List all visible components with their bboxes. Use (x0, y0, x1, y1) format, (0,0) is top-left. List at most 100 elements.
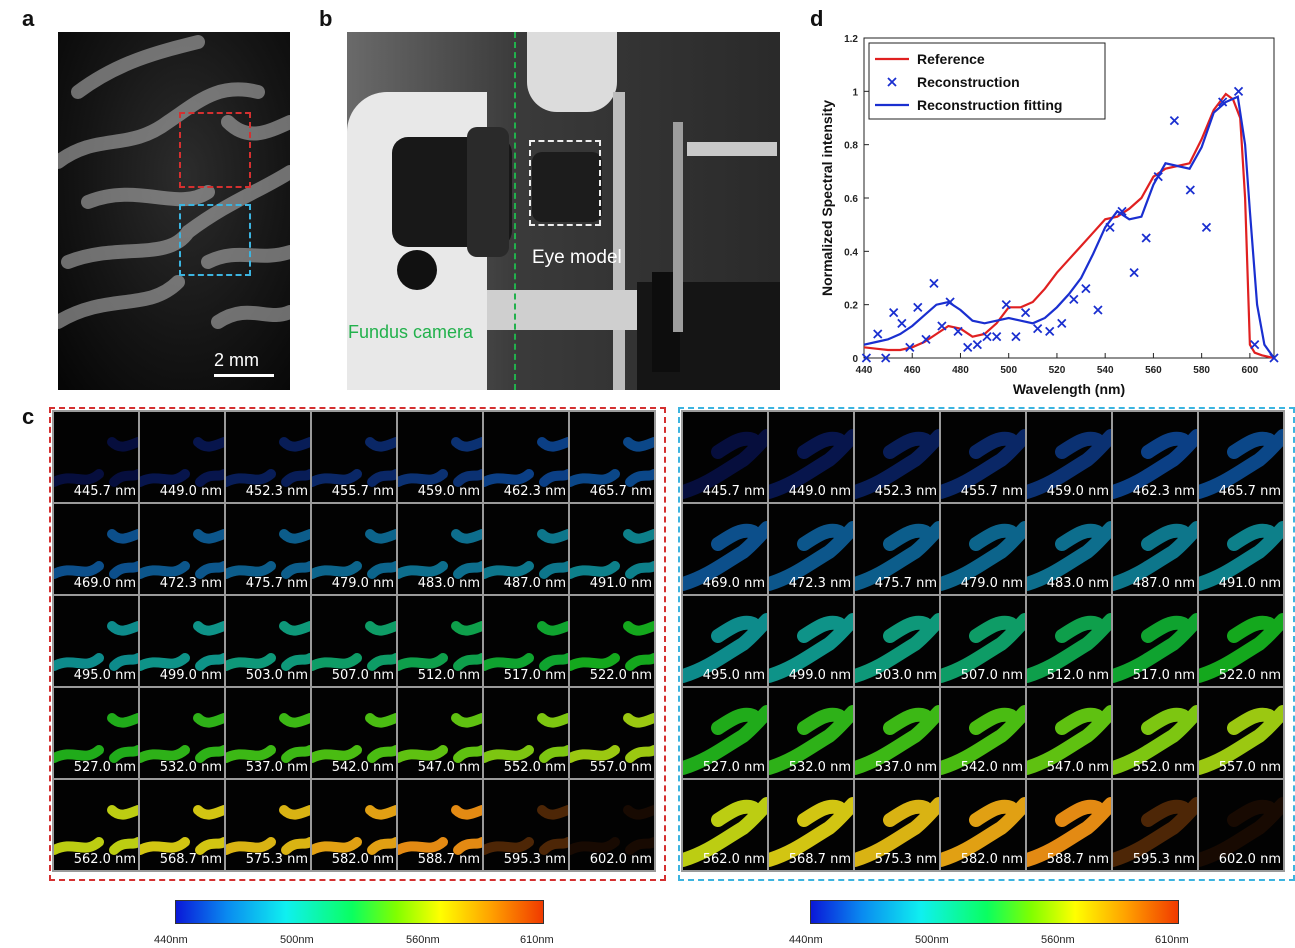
wavelength-label: 537.0 nm (245, 760, 308, 775)
spectral-tile: 503.0 nm (855, 596, 939, 686)
spectral-tile: 483.0 nm (1027, 504, 1111, 594)
spectral-tile: 475.7 nm (855, 504, 939, 594)
spectral-tile: 483.0 nm (398, 504, 482, 594)
spectral-tile: 469.0 nm (54, 504, 138, 594)
tile-vessel (683, 705, 767, 775)
spectral-tile: 557.0 nm (570, 688, 654, 778)
wavelength-label: 517.0 nm (503, 668, 566, 683)
tile-vessel (1027, 797, 1111, 867)
spectral-tile: 562.0 nm (54, 780, 138, 870)
colorbar-right-label-0: 440nm (789, 934, 823, 946)
reconstruction-point (1250, 340, 1260, 350)
spectral-tile: 491.0 nm (570, 504, 654, 594)
reconstruction-point (881, 353, 891, 363)
wavelength-label: 499.0 nm (788, 668, 851, 683)
spectral-tile: 532.0 nm (140, 688, 224, 778)
x-tick-label: 560 (1145, 365, 1162, 376)
reconstruction-point (921, 334, 931, 344)
wavelength-label: 487.0 nm (503, 576, 566, 591)
reconstruction-point (937, 321, 947, 331)
tile-vessel (312, 621, 396, 671)
tile-vessel (1113, 521, 1197, 591)
wavelength-label: 568.7 nm (159, 852, 222, 867)
colorbar-right-label-2: 560nm (1041, 934, 1075, 946)
spectral-tile: 527.0 nm (683, 688, 767, 778)
spectral-tile: 547.0 nm (1027, 688, 1111, 778)
spectral-tile: 542.0 nm (312, 688, 396, 778)
wavelength-label: 582.0 nm (331, 852, 394, 867)
tile-vessel (484, 437, 568, 487)
tile-vessel (484, 529, 568, 579)
spectral-tile: 487.0 nm (484, 504, 568, 594)
tile-vessel (1027, 521, 1111, 591)
wavelength-label: 517.0 nm (1132, 668, 1195, 683)
tile-vessel (226, 437, 310, 487)
spectral-tile: 491.0 nm (1199, 504, 1283, 594)
wavelength-label: 532.0 nm (788, 760, 851, 775)
wavelength-label: 472.3 nm (159, 576, 222, 591)
reconstruction-point (873, 329, 883, 339)
tile-vessel (855, 705, 939, 775)
wavelength-label: 503.0 nm (874, 668, 937, 683)
wavelength-label: 588.7 nm (417, 852, 480, 867)
wavelength-label: 602.0 nm (1218, 852, 1281, 867)
spectral-tile: 495.0 nm (683, 596, 767, 686)
fundus-camera-label: Fundus camera (348, 322, 474, 342)
reconstruction-point (1045, 326, 1055, 336)
tile-vessel (398, 437, 482, 487)
tile-vessel (941, 705, 1025, 775)
wavelength-label: 557.0 nm (589, 760, 652, 775)
tile-vessel (140, 713, 224, 763)
wavelength-label: 582.0 nm (960, 852, 1023, 867)
wavelength-label: 527.0 nm (702, 760, 765, 775)
wavelength-label: 459.0 nm (1046, 484, 1109, 499)
wavelength-label: 562.0 nm (702, 852, 765, 867)
spectral-tile: 495.0 nm (54, 596, 138, 686)
tile-vessel (226, 621, 310, 671)
spectral-tile: 499.0 nm (140, 596, 224, 686)
spectral-tile: 562.0 nm (683, 780, 767, 870)
tile-vessel (140, 529, 224, 579)
tile-vessel (140, 437, 224, 487)
legend-label-1: Reconstruction (917, 74, 1020, 90)
tile-vessel (570, 805, 654, 855)
tile-vessel (226, 529, 310, 579)
tile-vessel (769, 613, 853, 683)
tile-vessel (570, 437, 654, 487)
spectral-tile: 568.7 nm (769, 780, 853, 870)
reconstruction-point (897, 318, 907, 328)
tile-vessel (683, 429, 767, 499)
reconstruction-point (982, 332, 992, 342)
vessel-pattern (58, 35, 290, 329)
spectrum-chart: 440 460 480 500 520 540 560 580 600 0 0.2 0.4 0.6 0.8… (819, 34, 1279, 397)
tile-vessel (941, 797, 1025, 867)
colorbar-right-label-1: 500nm (915, 934, 949, 946)
spectral-tile: 522.0 nm (1199, 596, 1283, 686)
wavelength-label: 542.0 nm (331, 760, 394, 775)
reconstruction-point (1093, 305, 1103, 315)
red-roi-frame (49, 407, 666, 881)
colorbar-left-label-2: 560nm (406, 934, 440, 946)
wavelength-label: 557.0 nm (1218, 760, 1281, 775)
tile-vessel (769, 797, 853, 867)
spectral-tile: 472.3 nm (140, 504, 224, 594)
spectral-tile: 582.0 nm (312, 780, 396, 870)
wavelength-label: 595.3 nm (503, 852, 566, 867)
tile-vessel (1027, 613, 1111, 683)
spectral-tile: 475.7 nm (226, 504, 310, 594)
spectral-tile: 462.3 nm (1113, 412, 1197, 502)
spectral-tile: 449.0 nm (769, 412, 853, 502)
spectral-tile: 459.0 nm (1027, 412, 1111, 502)
spectral-tile: 507.0 nm (312, 596, 396, 686)
wavelength-label: 547.0 nm (417, 760, 480, 775)
tile-vessel (54, 529, 138, 579)
reconstruction-point (1069, 294, 1079, 304)
x-tick-label: 520 (1049, 365, 1066, 376)
tile-vessel (1113, 705, 1197, 775)
spectral-tile: 582.0 nm (941, 780, 1025, 870)
wavelength-label: 465.7 nm (589, 484, 652, 499)
tile-vessel (226, 713, 310, 763)
wavelength-label: 595.3 nm (1132, 852, 1195, 867)
blue-roi-spectral-grid: 445.7 nm 449.0 nm 452.3 nm 455.7 nm 459.0 nm… (681, 410, 1285, 872)
x-tick-label: 460 (904, 365, 921, 376)
